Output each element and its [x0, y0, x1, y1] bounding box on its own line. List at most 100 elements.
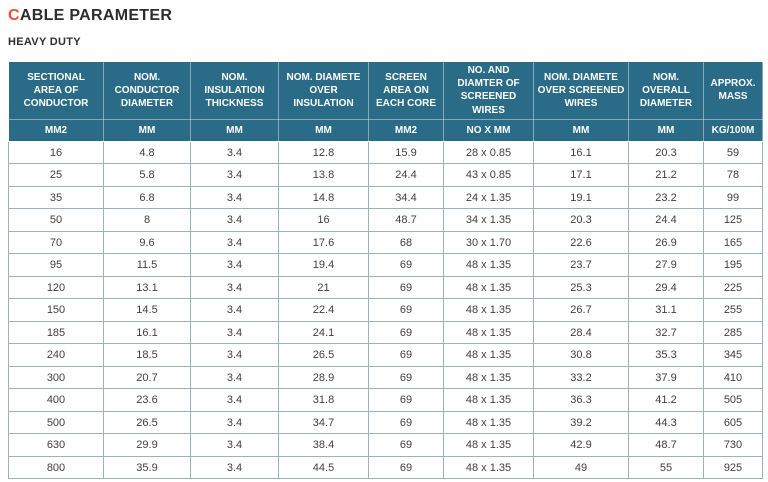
table-cell: 24 x 1.35 [443, 185, 534, 210]
table-row: 150 14.5 3.4 22.4 69 48 x 1.35 26.7 31.1 255 [8, 298, 763, 322]
table-cell: 99 [703, 185, 763, 210]
table-cell: 43 x 0.85 [443, 163, 534, 187]
column-unit: MM2 [368, 118, 444, 142]
table-cell: 44.3 [628, 410, 704, 435]
table-row: 500 26.5 3.4 34.7 69 48 x 1.35 39.2 44.3 605 [8, 410, 763, 435]
column-header: APPROX. MASS [703, 61, 763, 120]
table-cell: 19.1 [533, 185, 629, 210]
table-cell: 35 [8, 185, 104, 210]
table-cell: 48.7 [368, 208, 444, 232]
table-head: SECTIONAL AREA OF CONDUCTOR NOM. CONDUCTO… [8, 61, 763, 142]
table-cell: 925 [703, 455, 763, 480]
table-cell: 16.1 [533, 140, 629, 165]
table-cell: 150 [8, 298, 104, 322]
table-cell: 3.4 [190, 455, 279, 480]
table-cell: 48 x 1.35 [443, 388, 534, 412]
table-cell: 22.4 [278, 298, 369, 322]
table-cell: 28.9 [278, 365, 369, 390]
table-cell: 29.9 [103, 433, 191, 457]
table-cell: 20.7 [103, 365, 191, 390]
table-cell: 410 [703, 365, 763, 390]
table-cell: 41.2 [628, 388, 704, 412]
table-cell: 505 [703, 388, 763, 412]
table-row: 800 35.9 3.4 44.5 69 48 x 1.35 49 55 925 [8, 455, 763, 480]
table-cell: 16 [8, 140, 104, 165]
table-cell: 35.3 [628, 343, 704, 367]
table-cell: 48 x 1.35 [443, 343, 534, 367]
table-cell: 19.4 [278, 253, 369, 277]
table-row: 25 5.8 3.4 13.8 24.4 43 x 0.85 17.1 21.2 78 [8, 163, 763, 187]
table-cell: 26.5 [278, 343, 369, 367]
table-body: 16 4.8 3.4 12.8 15.9 28 x 0.85 16.1 20.3 59 25 5.8… [8, 140, 763, 480]
table-row: 185 16.1 3.4 24.1 69 48 x 1.35 28.4 32.7 285 [8, 320, 763, 345]
table-cell: 25 [8, 163, 104, 187]
table-cell: 55 [628, 455, 704, 480]
table-cell: 28.4 [533, 320, 629, 345]
table-cell: 225 [703, 275, 763, 300]
header-label-row: SECTIONAL AREA OF CONDUCTOR NOM. CONDUCTO… [8, 61, 763, 120]
table-cell: 500 [8, 410, 104, 435]
table-cell: 50 [8, 208, 104, 232]
table-cell: 31.8 [278, 388, 369, 412]
table-cell: 26.9 [628, 230, 704, 255]
table-cell: 3.4 [190, 208, 279, 232]
column-header: NOM. DIAMETE OVER SCREENED WIRES [533, 61, 629, 120]
table-cell: 95 [8, 253, 104, 277]
table-row: 400 23.6 3.4 31.8 69 48 x 1.35 36.3 41.2 505 [8, 388, 763, 412]
header-unit-row: MM2 MM MM MM MM2 NO X MM MM MM KG/100M [8, 118, 763, 142]
data-table: SECTIONAL AREA OF CONDUCTOR NOM. CONDUCTO… [8, 61, 763, 480]
table-cell: 255 [703, 298, 763, 322]
table-cell: 800 [8, 455, 104, 480]
table-cell: 345 [703, 343, 763, 367]
table-cell: 33.2 [533, 365, 629, 390]
table-cell: 3.4 [190, 140, 279, 165]
column-header: NOM. CONDUCTOR DIAMETER [103, 61, 191, 120]
table-cell: 300 [8, 365, 104, 390]
table-cell: 195 [703, 253, 763, 277]
table-cell: 27.9 [628, 253, 704, 277]
column-header: SCREEN AREA ON EACH CORE [368, 61, 444, 120]
table-cell: 20.3 [533, 208, 629, 232]
table-cell: 48 x 1.35 [443, 298, 534, 322]
table-cell: 69 [368, 455, 444, 480]
table-cell: 38.4 [278, 433, 369, 457]
table-cell: 8 [103, 208, 191, 232]
column-header: NOM. INSULATION THICKNESS [190, 61, 279, 120]
table-cell: 3.4 [190, 320, 279, 345]
table-cell: 16 [278, 208, 369, 232]
table-cell: 34.4 [368, 185, 444, 210]
table-cell: 69 [368, 365, 444, 390]
table-cell: 24.4 [368, 163, 444, 187]
table-row: 240 18.5 3.4 26.5 69 48 x 1.35 30.8 35.3 345 [8, 343, 763, 367]
table-cell: 44.5 [278, 455, 369, 480]
table-cell: 48 x 1.35 [443, 275, 534, 300]
table-cell: 185 [8, 320, 104, 345]
table-cell: 69 [368, 275, 444, 300]
table-cell: 28 x 0.85 [443, 140, 534, 165]
table-cell: 48 x 1.35 [443, 433, 534, 457]
table-cell: 240 [8, 343, 104, 367]
table-cell: 30.8 [533, 343, 629, 367]
table-cell: 48 x 1.35 [443, 253, 534, 277]
column-unit: MM [190, 118, 279, 142]
table-cell: 6.8 [103, 185, 191, 210]
table-cell: 17.1 [533, 163, 629, 187]
table-cell: 25.3 [533, 275, 629, 300]
table-cell: 13.8 [278, 163, 369, 187]
title-rest: ABLE PARAMETER [19, 7, 173, 24]
table-cell: 13.1 [103, 275, 191, 300]
table-cell: 18.5 [103, 343, 191, 367]
table-row: 300 20.7 3.4 28.9 69 48 x 1.35 33.2 37.9 410 [8, 365, 763, 390]
column-unit: MM [278, 118, 369, 142]
table-cell: 3.4 [190, 163, 279, 187]
table-cell: 29.4 [628, 275, 704, 300]
table-cell: 48 x 1.35 [443, 365, 534, 390]
table-cell: 23.7 [533, 253, 629, 277]
table-row: 16 4.8 3.4 12.8 15.9 28 x 0.85 16.1 20.3 59 [8, 140, 763, 165]
table-cell: 30 x 1.70 [443, 230, 534, 255]
table-cell: 21.2 [628, 163, 704, 187]
table-cell: 48.7 [628, 433, 704, 457]
table-cell: 165 [703, 230, 763, 255]
table-cell: 42.9 [533, 433, 629, 457]
table-cell: 69 [368, 298, 444, 322]
